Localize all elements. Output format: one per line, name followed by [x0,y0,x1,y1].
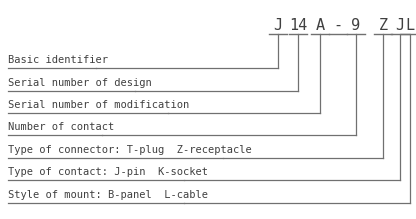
Text: Style of mount: B-panel  L-cable: Style of mount: B-panel L-cable [8,190,208,200]
Text: Number of contact: Number of contact [8,122,114,132]
Text: 9: 9 [352,18,361,33]
Text: J: J [273,18,282,33]
Text: Type of contact: J-pin  K-socket: Type of contact: J-pin K-socket [8,167,208,177]
Text: Type of connector: T-plug  Z-receptacle: Type of connector: T-plug Z-receptacle [8,145,252,155]
Text: Basic identifier: Basic identifier [8,55,108,65]
Text: Serial number of design: Serial number of design [8,78,152,88]
Text: A: A [315,18,324,33]
Text: 14: 14 [289,18,307,33]
Text: J: J [396,18,405,33]
Text: L: L [406,18,415,33]
Text: -: - [334,18,342,33]
Text: Z: Z [379,18,388,33]
Text: Serial number of modification: Serial number of modification [8,100,189,110]
